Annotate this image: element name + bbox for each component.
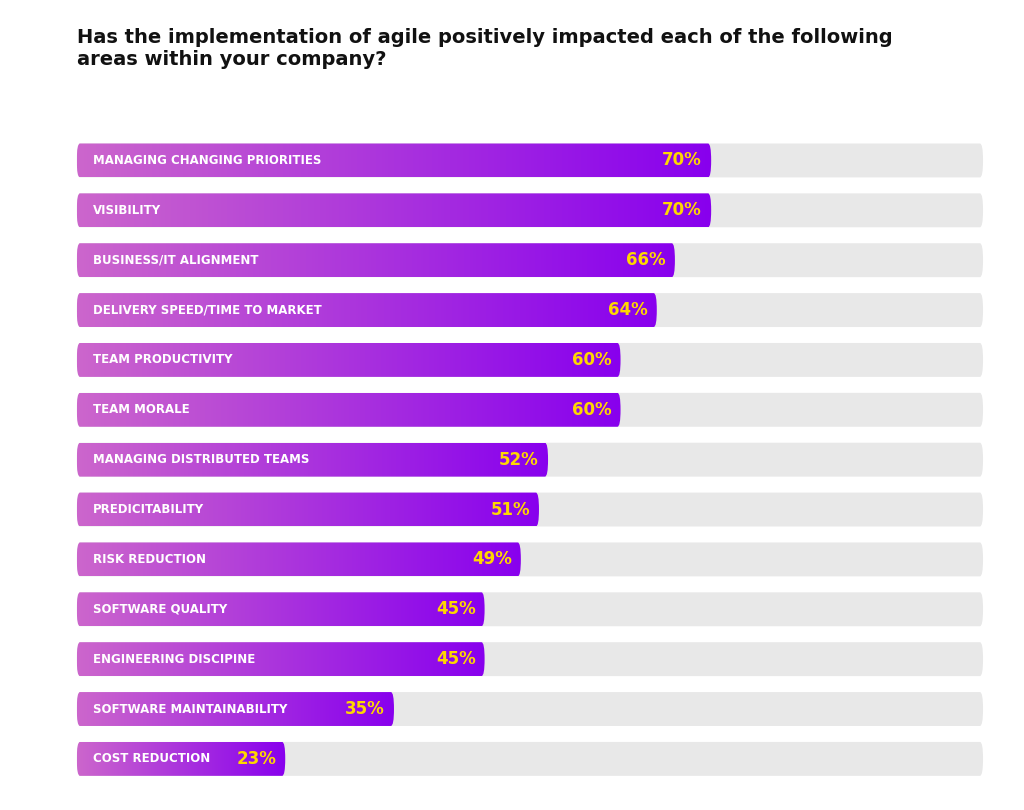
Text: 45%: 45% — [436, 600, 475, 618]
FancyBboxPatch shape — [77, 592, 983, 626]
FancyBboxPatch shape — [77, 194, 983, 228]
Text: 60%: 60% — [571, 351, 611, 369]
Text: BUSINESS/IT ALIGNMENT: BUSINESS/IT ALIGNMENT — [93, 254, 259, 266]
FancyBboxPatch shape — [77, 443, 983, 476]
Text: SOFTWARE QUALITY: SOFTWARE QUALITY — [93, 603, 227, 616]
Text: 23%: 23% — [237, 750, 276, 768]
FancyBboxPatch shape — [77, 293, 983, 327]
FancyBboxPatch shape — [77, 642, 983, 676]
Text: RISK REDUCTION: RISK REDUCTION — [93, 553, 206, 566]
Text: MANAGING CHANGING PRIORITIES: MANAGING CHANGING PRIORITIES — [93, 154, 322, 167]
Text: 52%: 52% — [500, 450, 539, 469]
Text: 66%: 66% — [627, 251, 666, 269]
Text: PREDICITABILITY: PREDICITABILITY — [93, 503, 204, 516]
FancyBboxPatch shape — [77, 243, 983, 277]
FancyBboxPatch shape — [77, 143, 983, 177]
FancyBboxPatch shape — [77, 543, 983, 577]
Text: 49%: 49% — [472, 551, 512, 569]
Text: 70%: 70% — [663, 151, 702, 169]
Text: SOFTWARE MAINTAINABILITY: SOFTWARE MAINTAINABILITY — [93, 702, 288, 715]
Text: Has the implementation of agile positively impacted each of the following
areas : Has the implementation of agile positive… — [77, 28, 893, 70]
Text: 35%: 35% — [345, 700, 385, 718]
Text: 51%: 51% — [490, 501, 530, 518]
Text: COST REDUCTION: COST REDUCTION — [93, 752, 210, 765]
FancyBboxPatch shape — [77, 492, 983, 526]
Text: DELIVERY SPEED/TIME TO MARKET: DELIVERY SPEED/TIME TO MARKET — [93, 304, 322, 317]
FancyBboxPatch shape — [77, 393, 983, 427]
Text: 60%: 60% — [571, 401, 611, 419]
FancyBboxPatch shape — [77, 692, 983, 726]
Text: 70%: 70% — [663, 202, 702, 220]
FancyBboxPatch shape — [77, 343, 983, 377]
Text: MANAGING DISTRIBUTED TEAMS: MANAGING DISTRIBUTED TEAMS — [93, 453, 309, 467]
Text: 45%: 45% — [436, 650, 475, 668]
Text: 64%: 64% — [608, 301, 648, 319]
FancyBboxPatch shape — [77, 742, 983, 776]
Text: VISIBILITY: VISIBILITY — [93, 204, 161, 217]
Text: TEAM PRODUCTIVITY: TEAM PRODUCTIVITY — [93, 353, 232, 366]
Text: ENGINEERING DISCIPINE: ENGINEERING DISCIPINE — [93, 653, 255, 666]
Text: TEAM MORALE: TEAM MORALE — [93, 403, 189, 416]
